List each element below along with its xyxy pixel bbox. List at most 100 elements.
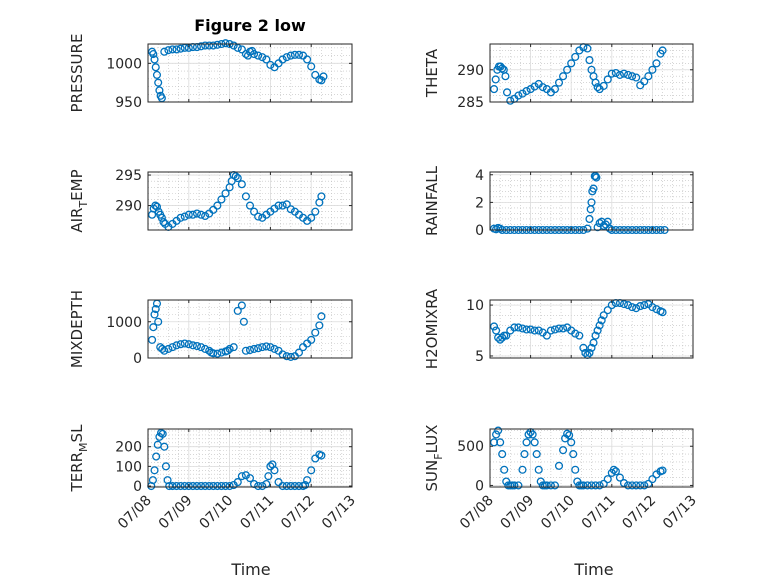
data-point — [593, 326, 602, 335]
data-point — [176, 213, 185, 222]
data-point — [154, 317, 163, 326]
data-point — [514, 91, 523, 100]
data-point — [278, 55, 287, 64]
data-point — [152, 452, 161, 461]
y-tick-label: 0 — [475, 478, 484, 494]
data-point — [546, 481, 555, 490]
data-point — [307, 213, 316, 222]
data-point — [640, 301, 649, 310]
data-point — [585, 348, 594, 357]
data-point — [241, 50, 250, 59]
data-point — [172, 45, 181, 54]
data-point — [490, 85, 499, 94]
data-point — [628, 72, 637, 81]
data-point — [209, 41, 218, 50]
x-tick-label: 07/10 — [538, 493, 578, 533]
data-point — [282, 352, 291, 361]
data-point — [201, 41, 210, 50]
data-point — [623, 70, 633, 79]
data-point — [591, 331, 600, 340]
data-point — [648, 475, 657, 484]
axes-box — [147, 428, 353, 488]
y-axis-label: AIRTEMP — [68, 169, 90, 232]
y-tick-label: 295 — [115, 168, 142, 184]
data-point — [245, 201, 255, 210]
subplot-3: 290 295 AIRTEMP — [68, 168, 353, 233]
data-point — [591, 481, 600, 490]
y-tick-label: 10 — [466, 298, 484, 314]
y-tick-label: 1000 — [106, 56, 142, 72]
data-point — [615, 70, 624, 79]
data-point — [241, 346, 250, 355]
data-point — [559, 446, 568, 455]
data-point — [158, 344, 167, 353]
data-point — [184, 340, 193, 349]
data-point — [188, 210, 197, 219]
data-point — [213, 201, 222, 210]
data-point — [188, 481, 197, 491]
data-point — [278, 481, 287, 491]
data-point — [563, 65, 572, 74]
data-point — [658, 46, 667, 55]
data-point — [237, 180, 246, 189]
data-point — [502, 331, 511, 340]
data-point — [490, 438, 499, 447]
data-point — [188, 341, 197, 350]
data-point — [603, 475, 612, 484]
y-tick-label: 100 — [115, 459, 142, 475]
data-point — [583, 224, 592, 233]
data-point — [522, 438, 531, 447]
data-point — [205, 481, 214, 491]
y-axis-label: TERRMSL — [68, 424, 90, 493]
data-point — [225, 344, 234, 353]
data-point — [648, 65, 657, 74]
data-point — [298, 51, 308, 60]
data-point — [623, 301, 633, 310]
data-point — [157, 213, 166, 222]
data-point — [585, 214, 594, 224]
data-point — [592, 173, 601, 182]
data-point — [196, 210, 206, 219]
data-point — [201, 481, 210, 491]
data-point — [599, 81, 608, 90]
data-point — [311, 328, 320, 337]
data-point — [315, 321, 324, 330]
data-point — [254, 51, 263, 60]
data-point — [532, 450, 541, 459]
data-point — [148, 476, 157, 485]
data-point — [589, 338, 598, 347]
data-point — [575, 331, 584, 340]
data-point — [569, 450, 578, 459]
data-point — [150, 55, 159, 64]
data-point — [583, 44, 592, 53]
data-point — [254, 212, 263, 221]
data-point — [587, 343, 596, 352]
data-point — [192, 481, 202, 491]
data-point — [554, 78, 564, 87]
y-tick-label: 950 — [115, 95, 142, 111]
data-point — [583, 481, 592, 490]
data-point — [160, 47, 169, 56]
data-point — [559, 72, 568, 81]
data-point — [640, 77, 649, 86]
data-point — [221, 481, 230, 491]
data-point — [311, 207, 320, 216]
data-point — [565, 431, 574, 440]
data-point — [286, 352, 295, 361]
data-point — [262, 480, 271, 489]
data-point — [223, 346, 232, 355]
data-point — [619, 479, 629, 488]
y-axis-label: THETA — [423, 48, 441, 98]
data-point — [585, 56, 594, 65]
data-point — [491, 75, 500, 84]
data-point — [526, 325, 535, 334]
data-point — [317, 312, 326, 321]
data-point — [492, 430, 501, 439]
data-point — [180, 212, 189, 221]
data-point — [161, 462, 171, 471]
data-point — [245, 345, 255, 355]
data-point — [290, 50, 299, 59]
data-point — [534, 326, 543, 335]
data-point — [530, 438, 539, 447]
data-point — [213, 40, 222, 49]
